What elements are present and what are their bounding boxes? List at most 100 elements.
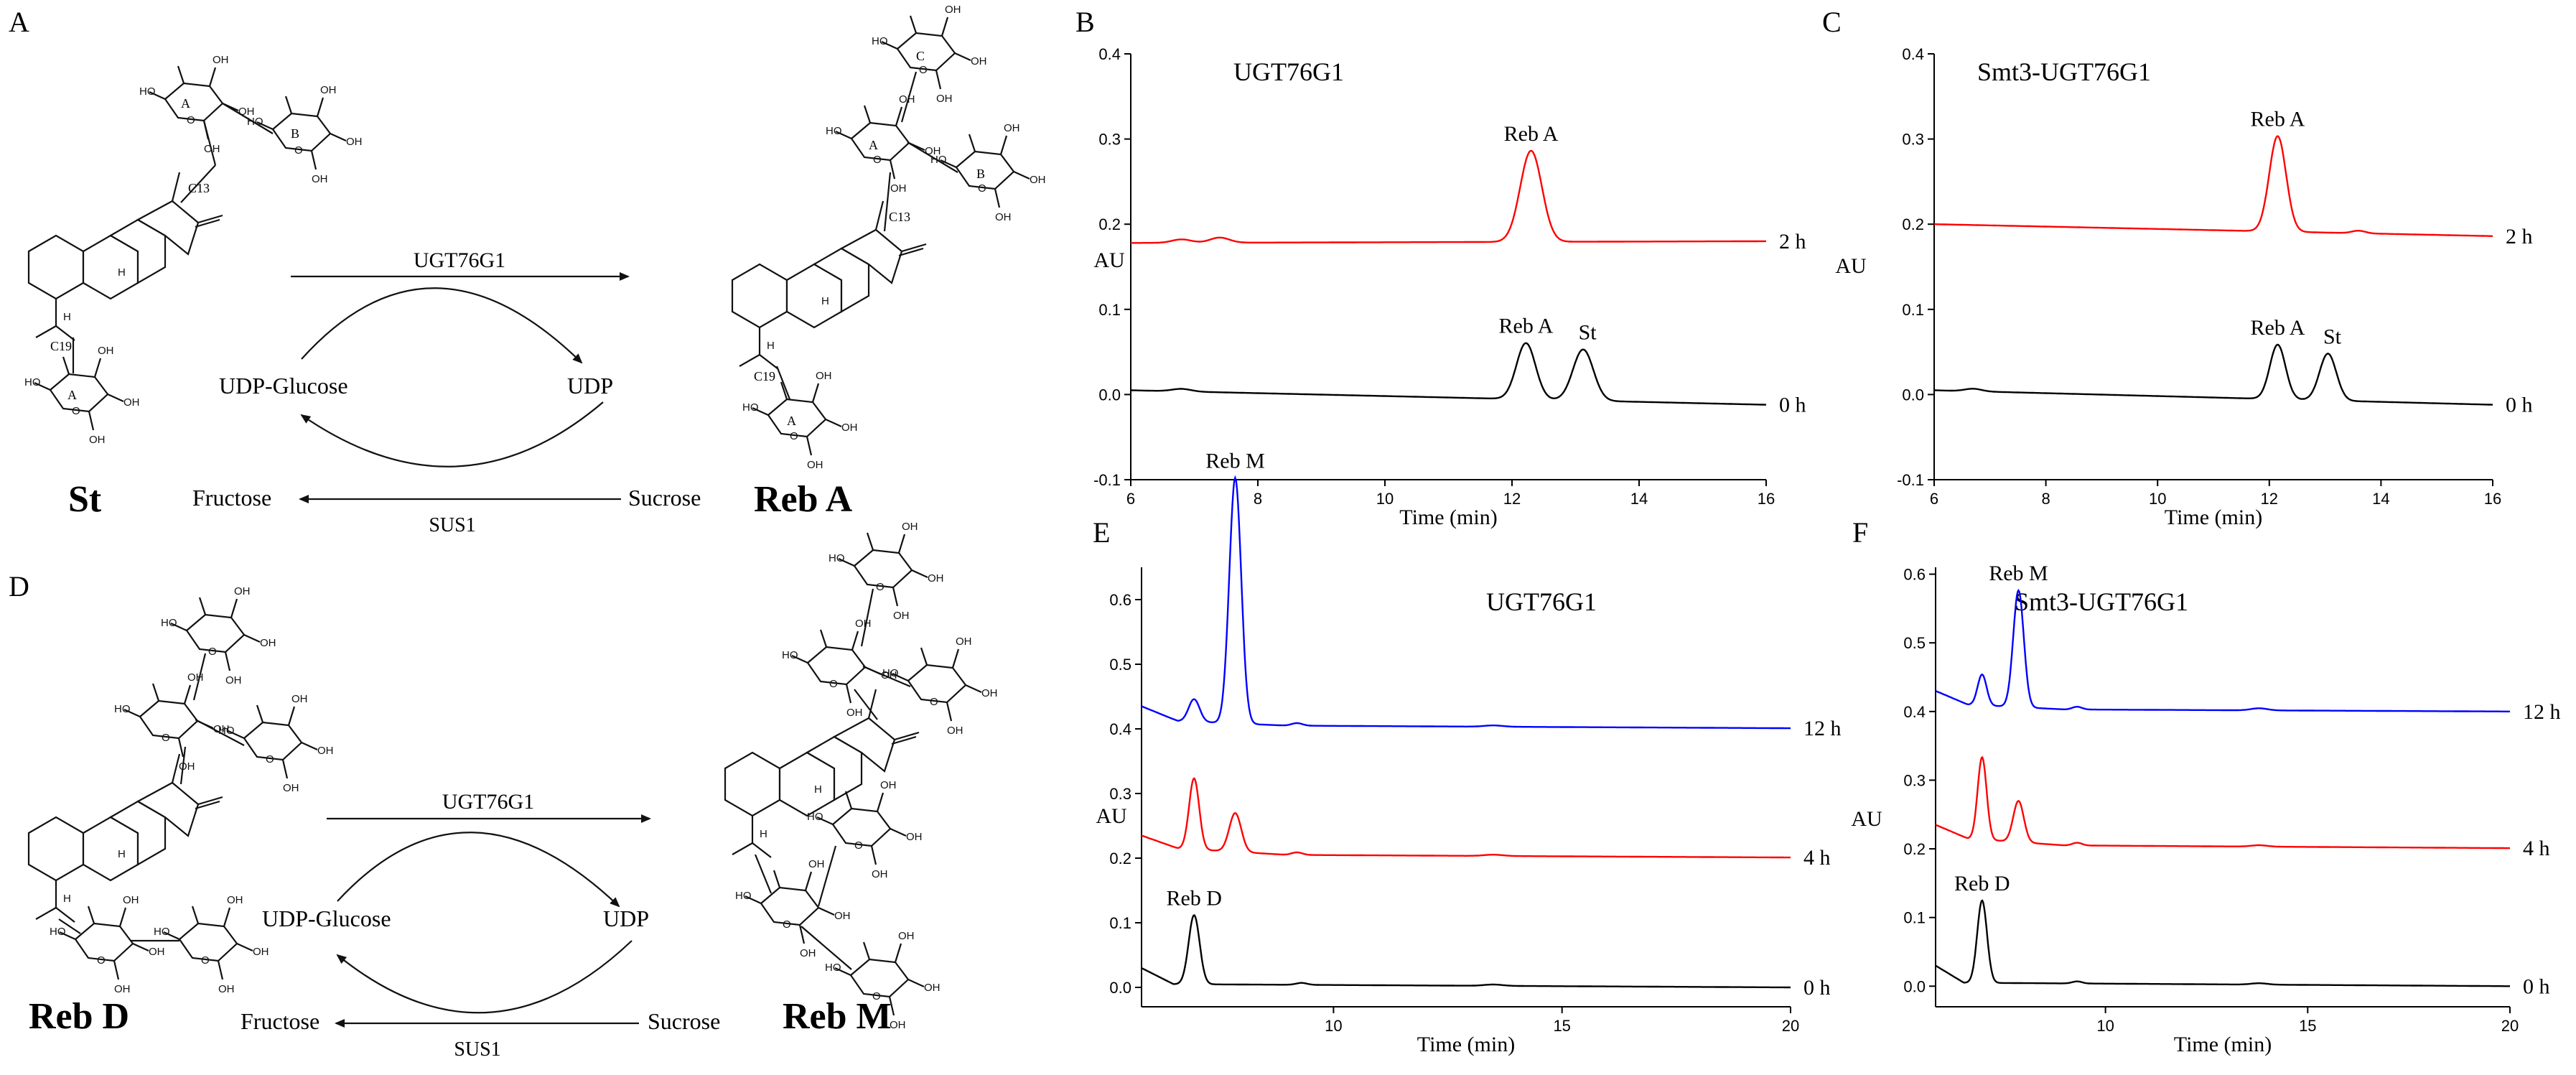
chart-b-xtick-label: 10	[1376, 490, 1394, 508]
cycle-top-d	[337, 832, 620, 908]
chart-c-ytick-label: -0.1	[1897, 471, 1924, 489]
chart-b-series-2h	[1131, 149, 1766, 244]
chart-f-ylabel: AU	[1851, 807, 1882, 831]
chart-f-xtick-label: 15	[2299, 1017, 2316, 1035]
chart-f-series-4h	[1935, 755, 2510, 850]
reb-d-name: Reb D	[29, 996, 129, 1037]
chart-b-title: UGT76G1	[1233, 57, 1344, 86]
chart-e-ytick-label: 0.4	[1109, 720, 1131, 738]
panel-label-d: D	[9, 570, 29, 602]
c19-label: C19	[50, 339, 72, 353]
chart-c-ytick-label: 0.3	[1902, 131, 1924, 149]
enzyme-label-a: UGT76G1	[414, 248, 505, 272]
chart-e-series-12h	[1141, 475, 1791, 730]
panel-label-f: F	[1852, 516, 1868, 549]
fructose-label-a: Fructose	[192, 485, 271, 511]
chart-b-peak-label: Reb A	[1504, 122, 1559, 146]
reb-m-name: Reb M	[783, 996, 892, 1037]
chart-c-peak-label: Reb A	[2251, 108, 2305, 131]
st-structure: A B A C13 C19	[23, 52, 363, 447]
panel-label-e: E	[1093, 516, 1110, 549]
chart-f-title: Smt3-UGT76G1	[2015, 587, 2188, 616]
chart-f-ytick-label: 0.2	[1903, 840, 1926, 858]
chart-e-peak-label: Reb D	[1166, 886, 1222, 910]
chart-f-ytick-label: 0.1	[1903, 909, 1926, 927]
sus1-label-d: SUS1	[454, 1038, 500, 1061]
chart-c-ylabel: AU	[1835, 254, 1867, 278]
chart-e-ytick-label: 0.1	[1109, 914, 1131, 932]
chart-f-ytick-label: 0.0	[1903, 977, 1926, 995]
panel-label-c: C	[1822, 6, 1842, 38]
reb-a-c19: C19	[754, 369, 775, 383]
enzyme-label-d: UGT76G1	[442, 790, 534, 814]
chart-e-peak-label: Reb M	[1205, 449, 1265, 473]
panel-a: A A B A C13 C19 C A	[9, 2, 1047, 536]
chart-b-ytick-label: 0.2	[1098, 215, 1121, 233]
reb-a-ring-b: B	[976, 167, 985, 181]
udp-glucose-label-a: UDP-Glucose	[219, 373, 348, 399]
chart-c-ytick-label: 0.4	[1902, 45, 1924, 63]
chart-f-ytick-label: 0.3	[1903, 771, 1926, 789]
chart-c-xtick-label: 14	[2372, 490, 2389, 508]
chart-e-ytick-label: 0.3	[1109, 785, 1131, 803]
chart-e-series-label: 12 h	[1803, 717, 1842, 740]
chart-c-xtick-label: 8	[2041, 490, 2050, 508]
chart-b-series-label: 2 h	[1779, 230, 1806, 253]
c13-label: C13	[188, 181, 210, 195]
chart-c: 6 8 10 12 14 16 -0.1 0.0 0.1 0.2 0.3 0.4 Time (min) A…	[1835, 45, 2532, 529]
chart-b-series-0h	[1131, 342, 1766, 406]
chart-e-series-4h	[1141, 777, 1791, 859]
chart-c-xtick-label: 16	[2484, 490, 2501, 508]
sucrose-label-d: Sucrose	[648, 1008, 720, 1034]
cycle-bottom-a	[300, 401, 604, 467]
chart-f-xlabel: Time (min)	[2174, 1033, 2272, 1056]
chart-c-peak-label: Reb A	[2251, 316, 2305, 340]
chart-b-xtick-label: 16	[1758, 490, 1775, 508]
chart-c-ytick-label: 0.0	[1902, 386, 1924, 404]
reb-m-structure	[724, 519, 999, 1033]
fructose-label-d: Fructose	[241, 1008, 319, 1034]
reb-d-structure	[27, 584, 335, 997]
chart-e-xlabel: Time (min)	[1417, 1033, 1515, 1056]
chart-b-xtick-label: 14	[1630, 490, 1648, 508]
chart-b-ytick-label: -0.1	[1093, 471, 1121, 489]
chart-b-peak-label: Reb A	[1499, 315, 1554, 338]
chart-b-ytick-label: 0.0	[1098, 386, 1121, 404]
chart-c-peak-label: St	[2323, 325, 2342, 348]
chart-f: 10 15 20 0.0 0.1 0.2 0.3 0.4 0.5 0.6 Time (min) AU S…	[1851, 562, 2560, 1056]
chart-b-ytick-label: 0.1	[1098, 301, 1121, 319]
chart-b-ytick-label: 0.3	[1098, 131, 1121, 149]
chart-f-ytick-label: 0.4	[1903, 703, 1926, 721]
ring-a2-label: A	[67, 388, 77, 402]
chart-b-xtick-label: 6	[1126, 490, 1135, 508]
reb-a-structure: C A B A C13 C19	[731, 2, 1047, 473]
panel-label-a: A	[9, 6, 29, 38]
udp-label-d: UDP	[603, 906, 649, 931]
chart-b-xtick-label: 8	[1254, 490, 1262, 508]
chart-b-xlabel: Time (min)	[1399, 506, 1497, 529]
chart-f-peak-label: Reb M	[1989, 562, 2048, 585]
chart-e-title: UGT76G1	[1486, 587, 1597, 616]
chart-e-xtick-label: 10	[1325, 1017, 1342, 1035]
chart-e-ylabel: AU	[1096, 804, 1127, 828]
chart-f-xtick-label: 20	[2501, 1017, 2519, 1035]
chart-c-title: Smt3-UGT76G1	[1977, 57, 2151, 86]
panel-label-b: B	[1075, 6, 1095, 38]
chart-e-xtick-label: 15	[1553, 1017, 1570, 1035]
reb-a-name: Reb A	[754, 479, 853, 520]
chart-f-xtick-label: 10	[2096, 1017, 2114, 1035]
chart-b-series-label: 0 h	[1779, 394, 1806, 417]
chart-f-ytick-label: 0.5	[1903, 634, 1926, 652]
chart-c-series-label: 2 h	[2506, 225, 2533, 248]
cycle-bottom-d	[336, 940, 633, 1014]
chart-f-ytick-label: 0.6	[1903, 566, 1926, 584]
chart-f-series-12h	[1935, 588, 2510, 712]
chart-b: 6 8 10 12 14 16 -0.1 0.0 0.1 0.2 0.3 0.4 Time (min) A…	[1093, 45, 1806, 529]
chart-f-peak-label: Reb D	[1954, 872, 2010, 895]
chart-c-ytick-label: 0.2	[1902, 215, 1924, 233]
chart-c-series-0h	[1934, 343, 2493, 406]
st-name: St	[68, 479, 102, 520]
sus1-label-a: SUS1	[429, 514, 475, 536]
chart-c-xtick-label: 6	[1930, 490, 1938, 508]
